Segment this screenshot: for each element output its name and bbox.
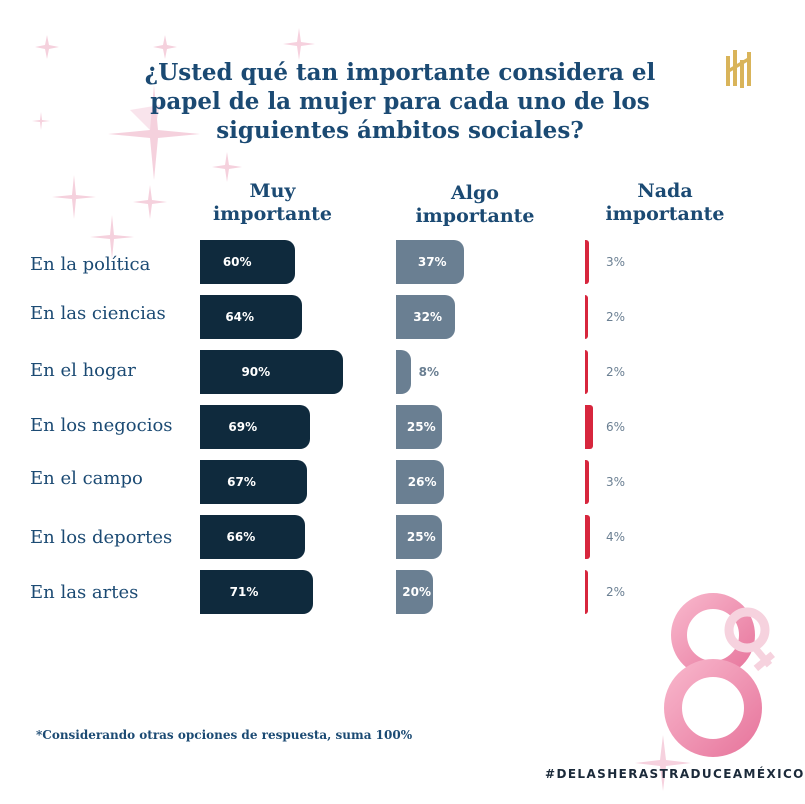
row-label: En las artes xyxy=(30,582,139,603)
label-algo-importante: 8% xyxy=(418,365,439,379)
bar-algo-importante xyxy=(396,515,442,559)
bar-muy-importante xyxy=(200,240,296,284)
label-algo-importante: 32% xyxy=(413,310,442,324)
bar-algo-importante xyxy=(396,350,411,394)
label-muy-importante: 71% xyxy=(229,585,259,599)
bar-algo-importante xyxy=(396,405,442,449)
bar-algo-importante xyxy=(396,570,433,614)
label-muy-importante: 69% xyxy=(228,420,258,434)
label-muy-importante: 64% xyxy=(225,310,255,324)
row-label: En los deportes xyxy=(30,527,173,548)
label-nada-importante: 6% xyxy=(606,420,626,434)
chart-title: ¿Usted qué tan importante considera el p… xyxy=(144,59,656,144)
bar-algo-importante xyxy=(396,240,464,284)
bar-nada-importante xyxy=(585,350,588,394)
bar-muy-importante xyxy=(200,570,313,614)
bar-nada-importante xyxy=(585,240,589,284)
label-algo-importante: 25% xyxy=(406,530,436,544)
bar-nada-importante xyxy=(585,405,593,449)
label-nada-importante: 2% xyxy=(606,365,626,379)
bar-muy-importante xyxy=(200,405,310,449)
label-muy-importante: 67% xyxy=(227,475,256,489)
label-nada-importante: 2% xyxy=(606,585,626,599)
bar-nada-importante xyxy=(585,570,588,614)
bar-nada-importante xyxy=(585,460,589,504)
women-day-8-icon xyxy=(664,593,775,757)
label-nada-importante: 3% xyxy=(606,255,626,269)
row-label: En las ciencias xyxy=(30,303,166,324)
logo-mark xyxy=(726,50,751,88)
bar-algo-importante xyxy=(396,460,444,504)
row-label: En los negocios xyxy=(30,415,173,436)
header-muy-importante: Muy importante xyxy=(212,180,333,225)
row-label: En el campo xyxy=(30,468,143,489)
label-nada-importante: 4% xyxy=(606,530,626,544)
bar-nada-importante xyxy=(585,295,588,339)
label-algo-importante: 20% xyxy=(402,585,432,599)
label-muy-importante: 66% xyxy=(226,530,256,544)
bar-muy-importante xyxy=(200,295,302,339)
row-label: En el hogar xyxy=(30,360,136,381)
label-algo-importante: 26% xyxy=(407,475,437,489)
header-nada-importante: Nada importante xyxy=(605,180,725,225)
bar-nada-importante xyxy=(585,515,591,559)
row-label: En la política xyxy=(30,254,151,275)
label-nada-importante: 3% xyxy=(606,475,626,489)
footnote: *Considerando otras opciones de respuest… xyxy=(36,728,413,742)
header-algo-importante: Algo importante xyxy=(415,182,535,227)
bar-muy-importante xyxy=(200,350,344,394)
hashtag: #DELASHERASTRADUCEAMÉXICO xyxy=(545,767,805,781)
label-algo-importante: 25% xyxy=(406,420,436,434)
bar-algo-importante xyxy=(396,295,455,339)
bar-muy-importante xyxy=(200,515,305,559)
label-nada-importante: 2% xyxy=(606,310,626,324)
label-algo-importante: 37% xyxy=(417,255,447,269)
label-muy-importante: 60% xyxy=(222,255,252,269)
bar-muy-importante xyxy=(200,460,307,504)
label-muy-importante: 90% xyxy=(241,365,271,379)
